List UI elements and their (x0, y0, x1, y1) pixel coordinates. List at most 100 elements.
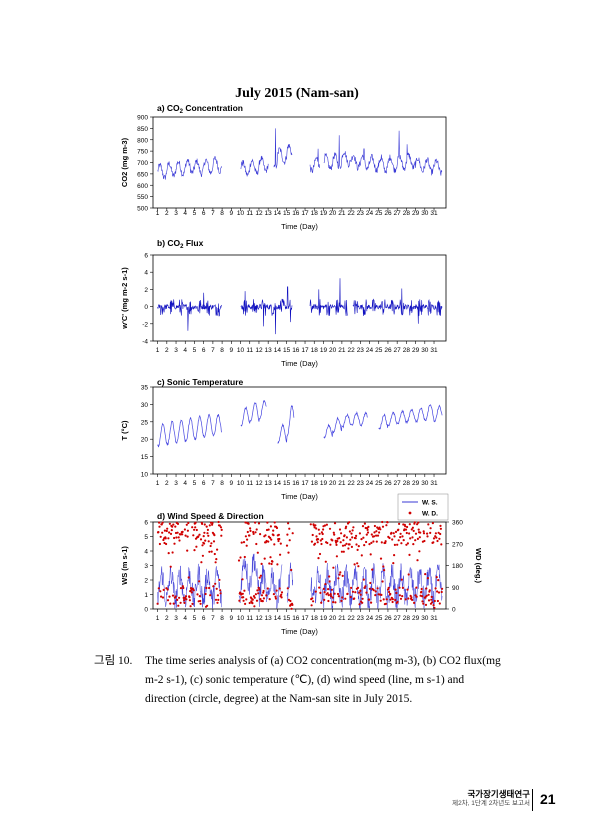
x-tick-label: 21 (338, 480, 346, 487)
wd-point (323, 524, 327, 527)
wd-point (255, 528, 258, 531)
wd-point (164, 537, 167, 540)
wd-point (406, 525, 409, 529)
wd-point (337, 595, 340, 598)
x-tick-label: 24 (366, 210, 374, 217)
y-tick-label: -4 (142, 339, 148, 346)
wd-point (357, 565, 360, 568)
x-tick-label: 16 (292, 347, 300, 354)
y-tick-label: 2 (144, 287, 148, 294)
x-tick-label: 31 (430, 480, 438, 487)
wd-point (354, 591, 357, 594)
x-tick-label: 16 (292, 615, 300, 622)
wd-point (169, 532, 173, 536)
wd-point (363, 544, 366, 547)
wd-point (163, 529, 166, 532)
wd-point (394, 530, 398, 534)
wd-point (276, 563, 279, 566)
x-tick-label: 5 (193, 480, 197, 487)
wd-point (425, 594, 428, 597)
wd-point (203, 542, 206, 545)
wd-point (204, 539, 207, 542)
wd-point (262, 591, 265, 594)
wd-point (341, 596, 344, 599)
wd-point (290, 607, 293, 610)
x-tick-label: 27 (394, 615, 402, 622)
y-tick-label: 500 (137, 206, 148, 213)
wd-point (426, 535, 429, 538)
x-tick-label: 9 (230, 480, 234, 487)
wd-point (372, 540, 375, 543)
y-axis-label: T (°C) (120, 420, 129, 441)
wd-point (336, 592, 340, 596)
x-tick-label: 13 (265, 210, 273, 217)
wd-point (376, 587, 379, 590)
wd-point (397, 539, 400, 542)
wd-point (316, 541, 319, 544)
wd-point (291, 603, 294, 607)
wd-point (398, 586, 401, 589)
wd-point (324, 560, 327, 563)
x-axis-label: Time (Day) (281, 359, 318, 368)
wd-point (345, 525, 348, 528)
wd-point (351, 536, 354, 539)
x-tick-label: 17 (301, 615, 309, 622)
wd-point (268, 562, 271, 565)
wd-point (286, 533, 289, 536)
wd-point (268, 598, 271, 601)
wd-point (366, 531, 370, 534)
wd-point (260, 562, 263, 566)
wd-point (158, 525, 161, 528)
wd-point (208, 550, 211, 553)
wd-point (208, 586, 211, 590)
wd-point (393, 535, 396, 538)
wd-point (397, 528, 400, 531)
wd-point (340, 599, 343, 603)
wd-point (435, 536, 438, 539)
wd-point (248, 534, 251, 537)
wd-point (159, 535, 162, 538)
wd-point (166, 527, 169, 530)
wd-point (401, 595, 404, 598)
wd-point (381, 520, 384, 524)
wd-point (351, 590, 355, 593)
wd-point (368, 543, 371, 546)
wd-point (185, 523, 188, 526)
wd-point (191, 602, 194, 606)
y2-tick-label: 0 (452, 607, 456, 614)
wd-point (174, 525, 177, 528)
wd-point (287, 551, 290, 554)
wd-point (214, 582, 217, 585)
panel-title: a) CO2 Concentration (157, 103, 243, 115)
wd-point (430, 598, 433, 601)
wd-point (327, 594, 330, 597)
wd-point (317, 557, 320, 560)
wd-point (369, 553, 372, 556)
wd-point (429, 531, 432, 535)
wd-point (272, 529, 275, 532)
wd-point (287, 522, 290, 525)
wd-point (286, 587, 289, 590)
wd-point (382, 565, 385, 568)
wd-point (194, 521, 197, 524)
x-tick-label: 6 (202, 347, 206, 354)
wd-point (260, 594, 264, 597)
x-tick-label: 26 (384, 480, 392, 487)
wd-point (313, 542, 317, 545)
wd-point (197, 535, 200, 538)
wd-point (211, 523, 214, 526)
wd-point (365, 533, 368, 536)
x-tick-label: 2 (165, 615, 169, 622)
wd-point (439, 532, 442, 536)
wd-point (183, 601, 186, 605)
wd-point (335, 541, 338, 544)
x-tick-label: 20 (329, 480, 337, 487)
wd-point (171, 551, 174, 554)
x-axis-label: Time (Day) (281, 222, 318, 231)
wd-point (168, 531, 171, 534)
y-tick-label: 0 (144, 304, 148, 311)
x-tick-label: 4 (183, 347, 187, 354)
figure: a) CO2 Concentration50055060065070075080… (120, 103, 483, 636)
wd-point (405, 543, 408, 546)
wd-point (285, 544, 289, 547)
